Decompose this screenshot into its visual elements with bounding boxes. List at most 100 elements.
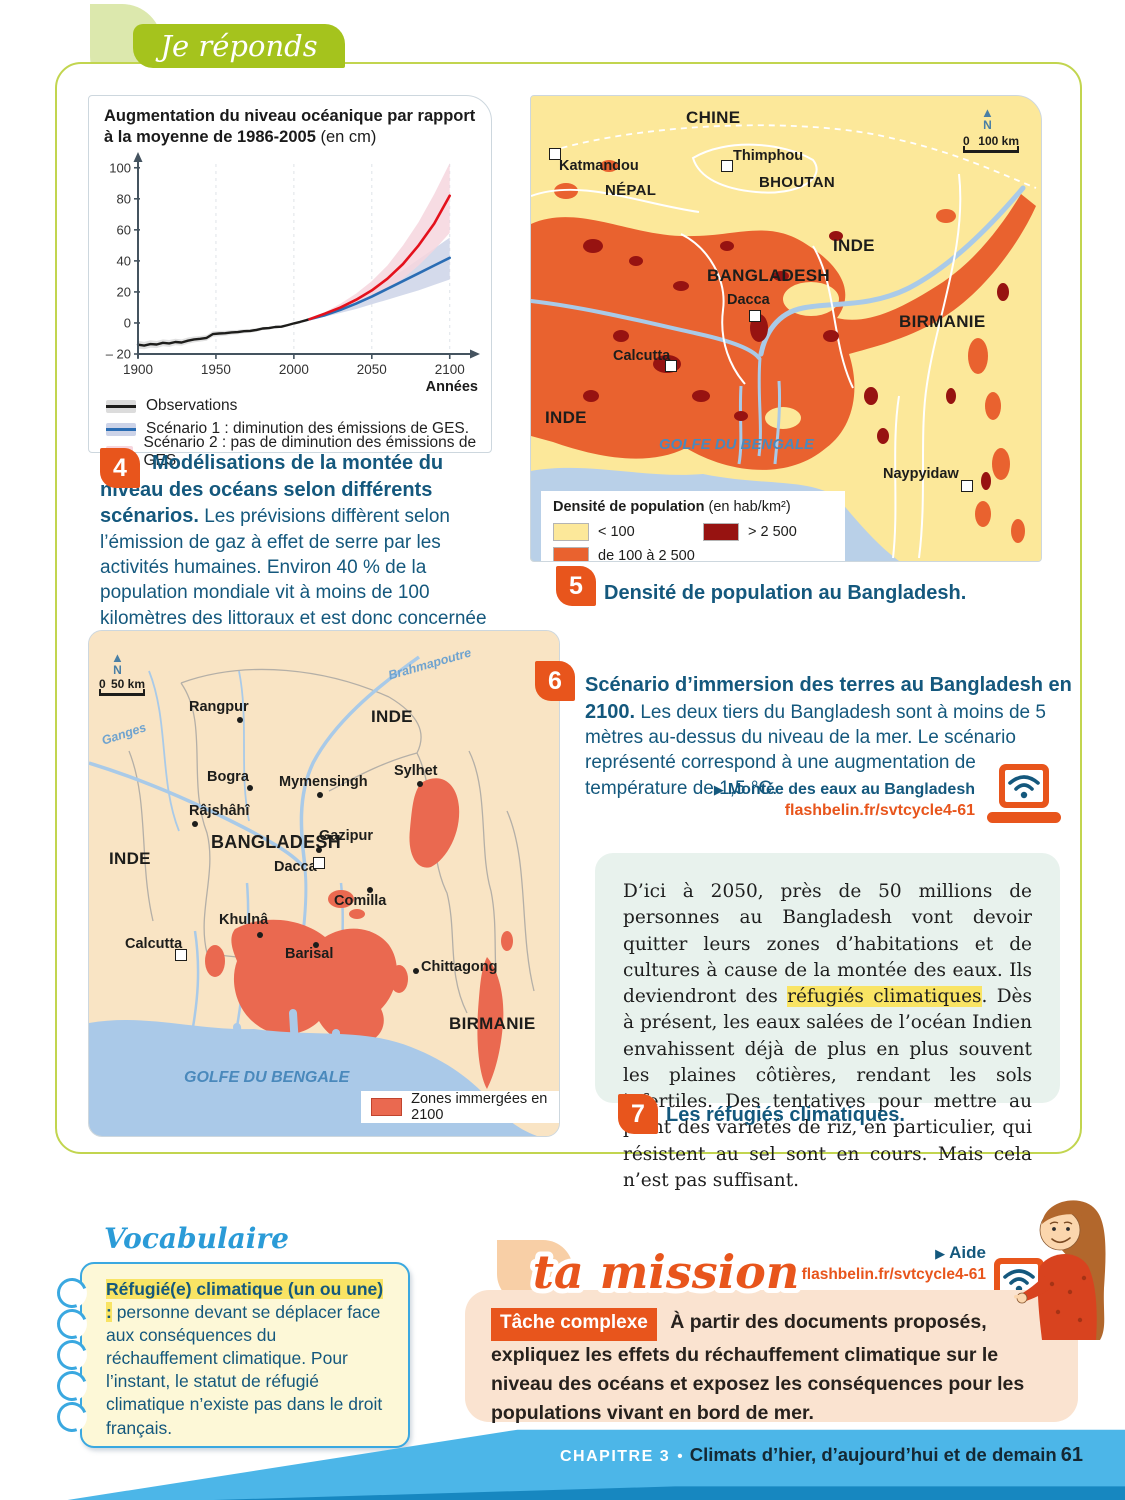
map-label-birmanie: BIRMANIE	[449, 1014, 536, 1033]
task-type-badge: Tâche complexe	[491, 1308, 657, 1341]
svg-text:2100: 2100	[435, 362, 465, 377]
map-label-inde-w: INDE	[109, 849, 151, 868]
chart-title-unit: (en cm)	[320, 127, 377, 146]
population-density-map: CHINE Katmandou NÉPAL Thimphou BHOUTAN I…	[530, 95, 1042, 562]
highlighted-term: réfugiés climatiques	[787, 986, 982, 1008]
climate-refugees-text: D’ici à 2050, près de 50 millions de per…	[595, 853, 1060, 1191]
aide-label[interactable]: ▶ Aide	[935, 1243, 986, 1262]
capital-marker-dacca	[313, 857, 325, 869]
aide-url[interactable]: flashbelin.fr/svtcycle4-61	[801, 1265, 986, 1283]
north-arrow-icon: ▲ N	[981, 105, 994, 132]
map-label-katmandou: Katmandou	[559, 158, 639, 174]
doc-badge-6: 6	[535, 661, 575, 701]
chart-legend: Observations Scénario 1 : diminution des…	[106, 397, 486, 469]
density-legend: Densité de population (en hab/km²) < 100…	[541, 491, 845, 561]
svg-text:0: 0	[124, 315, 131, 330]
page-number: 61	[1060, 1444, 1083, 1466]
map-label-thimphou: Thimphou	[733, 148, 804, 164]
immersion-map-art	[89, 631, 559, 1136]
page-section-banner: Je réponds	[133, 24, 345, 68]
map-label-mymensingh: Mymensingh	[279, 774, 368, 790]
map-label-comilla: Comilla	[334, 893, 387, 909]
north-arrow-icon: ▲ N	[111, 650, 124, 677]
map-label-inde-ne: INDE	[371, 707, 413, 726]
map-label-golfe: GOLFE DU BENGALE	[659, 436, 815, 453]
legend-swatch	[106, 399, 136, 413]
map-label-rajshahi: Râjshâhî	[189, 803, 250, 819]
svg-text:60: 60	[117, 222, 131, 237]
map-label-dacca: Dacca	[727, 292, 770, 308]
svg-text:2000: 2000	[279, 362, 309, 377]
map-label-calcutta: Calcutta	[613, 348, 671, 364]
doc4-caption: Modélisations de la montée du niveau des…	[100, 452, 487, 654]
legend-item-observations: Observations	[106, 397, 486, 414]
immersion-scenario-map: ▲ N 0 50 km Ganges Brahmapoutre Rangpur IN…	[88, 630, 560, 1137]
weblink-label[interactable]: ▶ Montée des eaux au Bangladesh	[713, 781, 975, 798]
immersion-legend: Zones immergées en 2100	[361, 1091, 559, 1123]
section-title: Je réponds	[160, 29, 318, 63]
capital-marker-dacca	[749, 310, 761, 322]
svg-text:– 20: – 20	[106, 347, 131, 362]
legend-item-low: < 100	[553, 523, 703, 541]
capital-marker-calcutta	[175, 949, 187, 961]
weblink-url[interactable]: flashbelin.fr/svtcycle4-61	[784, 801, 975, 819]
map-label-naypyidaw: Naypyidaw	[883, 466, 959, 482]
map-label-golfe: GOLFE DU BENGALE	[184, 1069, 350, 1086]
svg-text:20: 20	[117, 284, 131, 299]
map-label-nepal: NÉPAL	[605, 182, 657, 199]
svg-text:2050: 2050	[357, 362, 387, 377]
map-label-gazipur: Gazipur	[319, 828, 373, 844]
map-label-rangpur: Rangpur	[189, 699, 249, 715]
map-label-bangladesh: BANGLADESH	[707, 266, 830, 285]
map-label-chine: CHINE	[686, 108, 741, 127]
map-label-bangladesh: BANGLADESH	[211, 832, 342, 852]
legend-item-high: > 2 500	[703, 523, 835, 541]
capital-marker-naypyidaw	[961, 480, 973, 492]
map-label-inde-est: INDE	[833, 236, 875, 255]
legend-item-mid: de 100 à 2 500	[553, 547, 703, 561]
laptop-wifi-icon[interactable]	[985, 762, 1063, 826]
doc-badge-7: 7	[618, 1094, 658, 1134]
svg-text:1950: 1950	[201, 362, 231, 377]
map-label-sylhet: Sylhet	[394, 763, 438, 779]
capital-marker-thimphou	[721, 160, 733, 172]
mission-instructions: À partir des documents proposés, expliqu…	[491, 1311, 1025, 1424]
map-label-birmanie: BIRMANIE	[899, 312, 986, 331]
chapter-label: CHAPITRE 3	[560, 1448, 671, 1465]
capital-marker-katmandou	[549, 148, 561, 160]
footer: CHAPITRE 3 • Climats d’hier, d’aujourd’h…	[560, 1444, 1083, 1466]
svg-text:80: 80	[117, 191, 131, 206]
legend-item-scenario1: Scénario 1 : diminution des émissions de…	[106, 420, 486, 437]
capital-marker-calcutta	[665, 360, 677, 372]
doc6-weblink: ▶ Montée des eaux au Bangladesh flashbeli…	[565, 780, 975, 822]
chapter-title: Climats d’hier, d’aujourd’hui et de dema…	[689, 1444, 1057, 1465]
map-label-khulna: Khulnâ	[219, 912, 269, 928]
svg-text:ta mission: ta mission	[533, 1245, 800, 1299]
legend-swatch	[106, 422, 136, 436]
map-label-bhoutan: BHOUTAN	[759, 174, 835, 191]
map-label-dacca: Dacca	[274, 859, 317, 875]
doc-badge-5: 5	[556, 566, 596, 606]
svg-text:40: 40	[117, 253, 131, 268]
play-triangle-icon: ▶	[935, 1246, 946, 1261]
girl-illustration	[1014, 1200, 1106, 1340]
doc-badge-4: 4	[100, 448, 140, 488]
map-label-chittagong: Chittagong	[421, 959, 498, 975]
map-label-bogra: Bogra	[207, 769, 249, 785]
svg-text:1900: 1900	[123, 362, 153, 377]
map-label-barisal: Barisal	[285, 946, 334, 962]
doc5-caption: Densité de population au Bangladesh.	[604, 582, 967, 604]
vocabulary-title: Vocabulaire	[104, 1222, 289, 1255]
svg-text:100: 100	[109, 160, 131, 175]
sea-level-chart: – 20 0 20 40 60 80 100 1900 1950 2000 2050 2100 Anné…	[106, 152, 480, 395]
vocabulary-card: Réfugié(e) climatique (un ou une) : pers…	[80, 1262, 410, 1448]
doc7-caption: Les réfugiés climatiques.	[666, 1104, 905, 1126]
chart-title: Augmentation du niveau océanique par rap…	[104, 107, 476, 146]
scale-bar: 0 50 km	[99, 677, 145, 696]
svg-text:Années: Années	[426, 379, 478, 395]
mission-aide-link: ▶ Aide flashbelin.fr/svtcycle4-61	[790, 1242, 986, 1286]
play-triangle-icon: ▶	[713, 782, 724, 797]
doc6-caption: Scénario d’immersion des terres au Bangl…	[585, 674, 1072, 799]
mission-task: Tâche complexe À partir des documents pr…	[465, 1290, 1078, 1424]
mission-title: ta mission	[528, 1240, 805, 1304]
